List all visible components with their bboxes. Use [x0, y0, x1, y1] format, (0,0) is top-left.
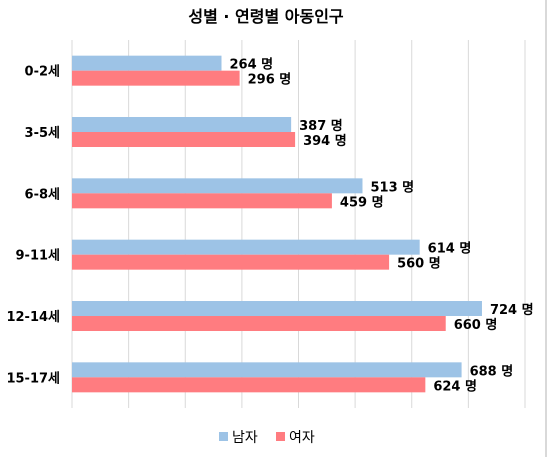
data-label: 688 명 — [470, 363, 514, 379]
data-label: 724 명 — [490, 302, 534, 318]
bar-male — [72, 178, 363, 194]
category-label: 9-11세 — [16, 249, 61, 264]
data-label: 560 명 — [397, 256, 441, 272]
category-label: 3-5세 — [25, 126, 60, 141]
data-label: 387 명 — [299, 118, 343, 134]
bar-female — [72, 316, 446, 331]
category-label: 6-8세 — [25, 187, 60, 202]
bar-female — [72, 132, 296, 147]
data-label: 394 명 — [303, 133, 347, 149]
category-label: 15-17세 — [6, 371, 60, 386]
bar-male — [72, 117, 292, 132]
legend-swatch-female — [276, 432, 285, 441]
bar-female — [72, 70, 240, 86]
category-axis: 0-2세 3-5세 6-8세 9-11세 12-14세 15-17세 — [6, 65, 60, 387]
bar-female — [72, 254, 390, 270]
category-label: 0-2세 — [25, 65, 60, 80]
frame-edge — [545, 0, 547, 457]
data-label: 459 명 — [340, 194, 384, 210]
gridlines — [71, 40, 526, 408]
bar-male — [72, 55, 222, 71]
data-label: 624 명 — [433, 378, 477, 394]
bar-female — [72, 193, 332, 209]
legend-label-female: 여자 — [289, 430, 315, 446]
data-label: 614 명 — [428, 241, 472, 257]
legend: 남자 여자 — [219, 430, 315, 446]
data-label: 264 명 — [229, 57, 273, 73]
data-label: 513 명 — [370, 179, 414, 195]
legend-swatch-male — [219, 432, 228, 441]
data-label: 660 명 — [454, 317, 498, 333]
category-label: 12-14세 — [6, 310, 60, 325]
legend-label-male: 남자 — [232, 430, 258, 446]
bar-female — [72, 377, 426, 393]
data-label: 296 명 — [248, 72, 292, 88]
bar-male — [72, 239, 420, 255]
bar-male — [72, 301, 482, 316]
chart-title: 성별 · 연령별 아동인구 — [188, 7, 344, 26]
bar-male — [72, 362, 462, 378]
